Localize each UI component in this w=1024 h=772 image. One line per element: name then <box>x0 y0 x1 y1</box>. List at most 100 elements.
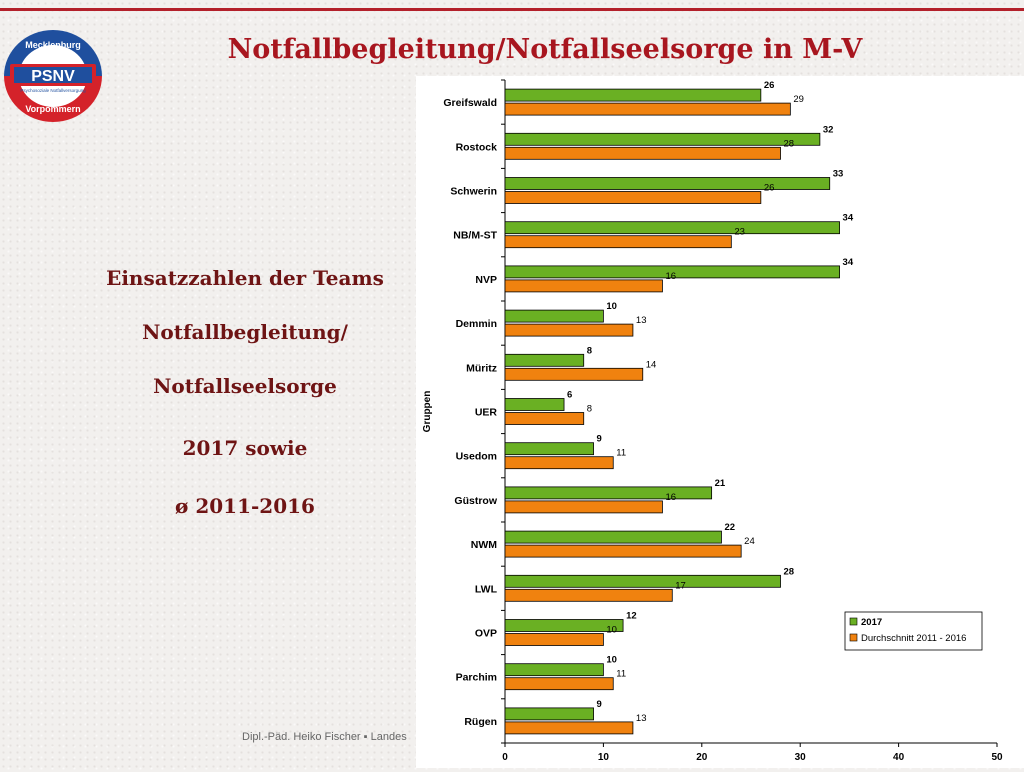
category-label: Usedom <box>456 451 497 463</box>
psnv-logo: PSNV Mecklenburg Psychosoziale Notfallve… <box>4 30 102 122</box>
x-tick-label: 30 <box>795 752 807 763</box>
bar-average <box>504 500 663 514</box>
x-tick-label: 40 <box>893 752 905 763</box>
legend-box <box>844 611 983 651</box>
bar-average <box>504 279 663 293</box>
bar-average <box>504 633 604 646</box>
data-label: 10 <box>606 301 617 312</box>
category-label: LWL <box>475 583 498 595</box>
bar-average <box>504 146 781 160</box>
data-label: 21 <box>715 478 726 489</box>
page-title: Notfallbegleitung/Notfallseelsorge in M-… <box>227 34 863 65</box>
data-label: 10 <box>606 625 617 636</box>
data-label: 12 <box>626 611 637 622</box>
x-tick-label: 20 <box>696 752 708 763</box>
bar-2017 <box>504 486 713 500</box>
bar-average <box>504 588 673 602</box>
bar-2017 <box>504 707 594 721</box>
top-accent-line <box>0 8 1024 11</box>
bar-average <box>504 721 634 735</box>
category-label: Greifswald <box>443 97 497 109</box>
data-label: 13 <box>636 315 647 326</box>
bar-2017 <box>504 530 722 544</box>
bar-average <box>504 191 762 204</box>
bar-2017 <box>504 177 831 190</box>
data-label: 11 <box>616 448 626 459</box>
data-label: 9 <box>597 699 602 710</box>
logo-bottom-text: Vorpommern <box>25 104 80 114</box>
bar-2017 <box>504 309 604 323</box>
data-label: 16 <box>665 492 676 503</box>
data-label: 14 <box>646 359 657 370</box>
bar-2017 <box>504 265 840 279</box>
bar-average <box>504 367 644 381</box>
category-label: NWM <box>471 539 497 551</box>
data-label: 33 <box>833 169 844 180</box>
legend-label: Durchschnitt 2011 - 2016 <box>861 633 966 644</box>
bar-average <box>504 544 742 558</box>
x-tick-label: 0 <box>502 752 508 763</box>
legend-swatch <box>849 617 858 626</box>
data-label: 17 <box>675 580 686 591</box>
bar-average <box>504 102 791 116</box>
category-label: Schwerin <box>450 186 497 198</box>
category-label: Müritz <box>466 362 497 374</box>
side-heading-line1: Einsatzzahlen der Teams <box>106 266 384 290</box>
side-heading-line4: 2017 sowie <box>182 436 308 460</box>
category-label: Demmin <box>456 318 497 330</box>
bar-2017 <box>504 221 840 235</box>
data-label: 26 <box>764 80 775 91</box>
data-label: 34 <box>843 213 854 224</box>
logo-main-text: PSNV <box>31 68 75 85</box>
category-label: Güstrow <box>454 495 497 507</box>
bar-average <box>504 456 614 470</box>
side-heading-line3: Notfallseelsorge <box>153 374 337 398</box>
bar-average <box>504 677 614 691</box>
category-label: NVP <box>475 274 497 286</box>
x-tick-label: 10 <box>598 752 610 763</box>
data-label: 32 <box>823 124 834 135</box>
data-label: 13 <box>636 713 647 724</box>
bar-2017 <box>504 663 604 677</box>
data-label: 29 <box>793 94 804 105</box>
bar-2017 <box>504 442 594 456</box>
footer-author: Dipl.-Päd. Heiko Fischer ▪ Landes <box>242 731 407 743</box>
category-label: Parchim <box>456 672 497 684</box>
data-label: 10 <box>606 655 617 666</box>
chart-panel: 0 10 20 30 40 50 Gruppen Greifswald 26 29 Rostock 3… <box>416 76 1024 768</box>
side-heading-line5: ø 2011-2016 <box>175 494 315 518</box>
logo-sub-text: Psychosoziale Notfallversorgung <box>20 88 86 93</box>
legend-label: 2017 <box>861 617 882 628</box>
logo-top-text: Mecklenburg <box>25 40 81 50</box>
bar-average <box>504 412 585 425</box>
category-label: NB/M-ST <box>453 230 497 242</box>
category-label: Rostock <box>456 141 498 153</box>
x-tick-label: 50 <box>991 752 1003 763</box>
bar-2017 <box>504 398 565 411</box>
y-axis-title: Gruppen <box>422 391 433 433</box>
data-label: 11 <box>616 669 626 680</box>
bar-2017 <box>504 574 781 588</box>
data-label: 8 <box>587 345 592 356</box>
category-label: OVP <box>475 628 497 640</box>
category-label: UER <box>475 407 498 419</box>
bar-chart: 0 10 20 30 40 50 Gruppen Greifswald 26 29 Rostock 3… <box>422 79 1003 763</box>
bar-average <box>504 235 732 249</box>
data-label: 28 <box>784 566 795 577</box>
bar-average <box>504 323 634 337</box>
data-label: 22 <box>724 522 735 533</box>
bar-2017 <box>504 132 821 146</box>
bar-2017 <box>504 88 762 102</box>
legend-swatch <box>849 633 858 642</box>
data-label: 6 <box>567 390 572 401</box>
data-label: 8 <box>587 404 592 415</box>
data-label: 26 <box>764 183 775 194</box>
data-label: 28 <box>784 138 795 149</box>
data-label: 9 <box>597 434 602 445</box>
data-label: 24 <box>744 536 755 547</box>
bar-2017 <box>504 353 585 367</box>
category-label: Rügen <box>464 716 497 728</box>
bar-2017 <box>504 619 624 632</box>
data-label: 16 <box>665 271 676 282</box>
data-label: 34 <box>843 257 854 268</box>
